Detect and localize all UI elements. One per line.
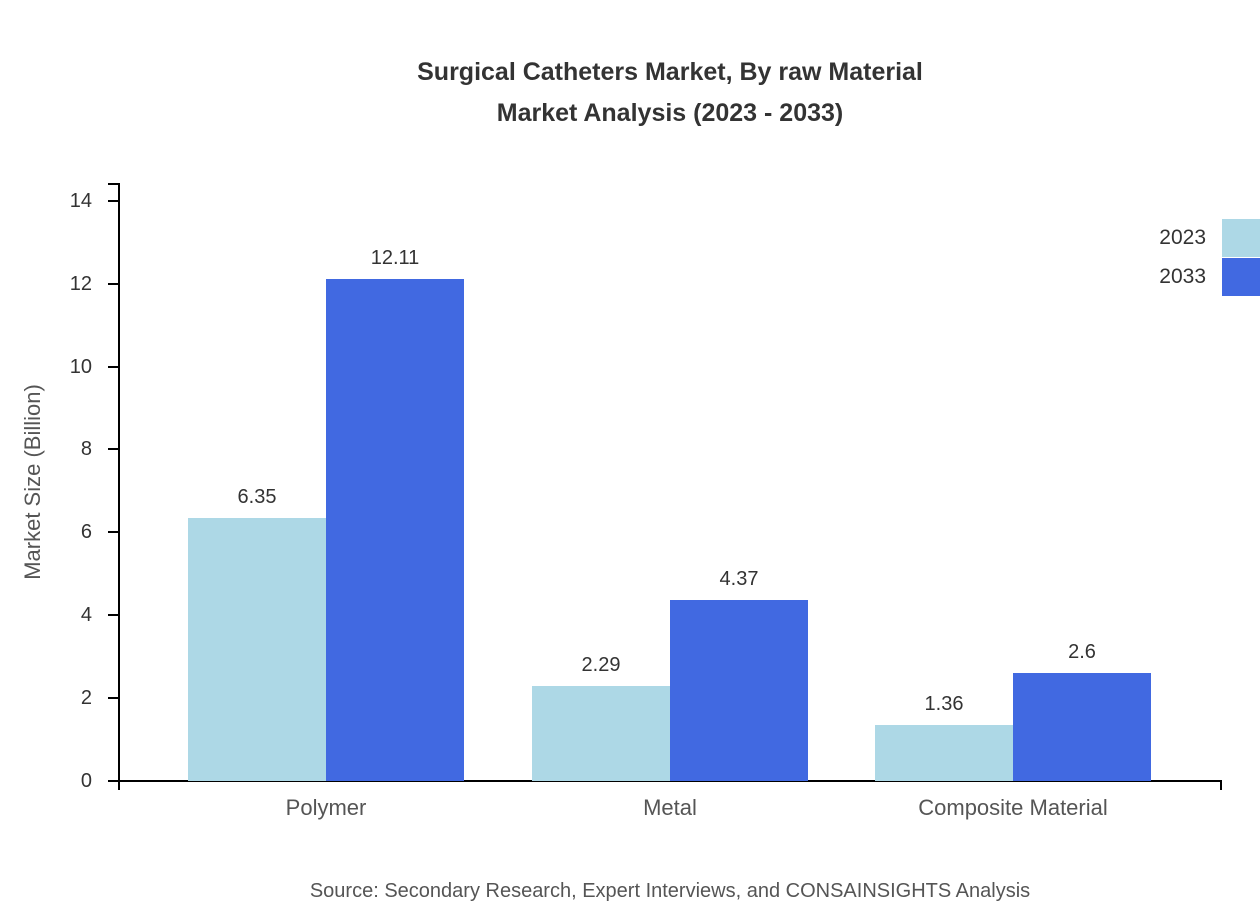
y-tick-label-14: 14	[69, 189, 92, 212]
bar-2023-metal	[532, 686, 670, 781]
legend-swatch-2023	[1222, 218, 1260, 257]
y-tick-label-0: 0	[80, 770, 92, 792]
y-axis-line	[118, 183, 120, 790]
y-tick-mark-8	[108, 448, 118, 451]
bar-2033-metal	[670, 600, 808, 781]
bar-value-2033-polymer: 12.11	[370, 247, 420, 269]
y-tick-mark-12	[108, 282, 118, 285]
bar-2033-polymer	[326, 279, 464, 781]
bar-value-2023-composite-material: 1.36	[924, 693, 964, 715]
y-tick-label-6: 6	[80, 521, 92, 544]
y-tick-label-2: 2	[80, 687, 92, 710]
bar-2023-composite-material	[875, 725, 1013, 781]
legend-swatch-2033	[1222, 257, 1260, 296]
chart-title-line1: Surgical Catheters Market, By raw Materi…	[417, 58, 923, 86]
legend-label-2033: 2033	[1159, 264, 1206, 288]
x-axis-category-polymer: Polymer	[285, 795, 367, 820]
bar-value-2023-polymer: 6.35	[237, 486, 277, 508]
y-axis-end-tick	[108, 183, 118, 185]
legend-item-2033: 2033	[1159, 257, 1260, 296]
bar-value-2033-composite-material: 2.6	[1068, 641, 1096, 663]
y-tick-label-12: 12	[69, 272, 92, 295]
source-note: Source: Secondary Research, Expert Inter…	[309, 880, 1031, 902]
y-tick-label-4: 4	[80, 604, 92, 627]
y-tick-mark-2	[108, 697, 118, 700]
y-axis-ticks: 0 2 4 6 8 10 12 14	[0, 183, 118, 792]
x-axis-end-tick	[1220, 780, 1222, 790]
chart-title-line2: Market Analysis (2023 - 2033)	[496, 99, 844, 127]
y-tick-label-8: 8	[80, 438, 92, 461]
legend-label-2023: 2023	[1159, 225, 1206, 249]
y-tick-mark-10	[108, 365, 118, 368]
bar-value-2033-metal: 4.37	[719, 568, 759, 590]
y-tick-mark-14	[108, 199, 118, 202]
x-axis-category-metal: Metal	[643, 795, 697, 820]
bar-2023-polymer	[188, 518, 326, 781]
y-tick-mark-6	[108, 531, 118, 534]
legend: 2023 2033	[1159, 218, 1260, 296]
bar-value-2023-metal: 2.29	[581, 654, 621, 676]
legend-item-2023: 2023	[1159, 218, 1260, 257]
x-axis-line	[108, 780, 1222, 782]
y-tick-mark-4	[108, 614, 118, 617]
plot-area: 6.35 12.11 Polymer 2.29 4.37 Metal 1.36 2.6 Comp…	[118, 183, 1222, 820]
bar-2033-composite-material	[1013, 673, 1151, 781]
y-tick-label-10: 10	[69, 355, 92, 378]
x-axis-category-composite-material: Composite Material	[918, 795, 1108, 820]
chart-title: Surgical Catheters Market, By raw Materi…	[80, 52, 1260, 134]
